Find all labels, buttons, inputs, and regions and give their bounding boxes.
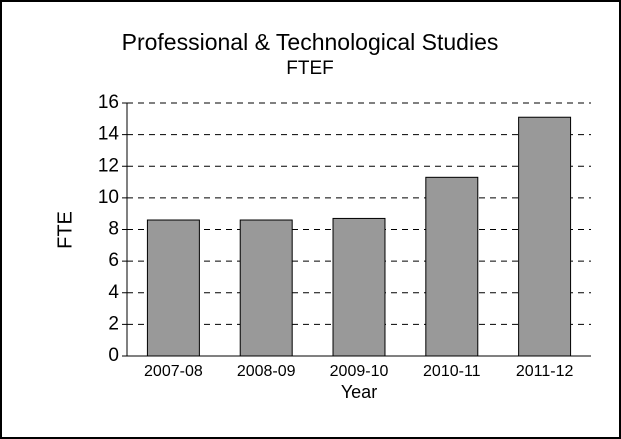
bar bbox=[146, 219, 200, 357]
y-axis-label: FTE bbox=[54, 211, 76, 249]
y-tick-label: 2 bbox=[108, 313, 119, 334]
y-tick-label: 16 bbox=[98, 92, 119, 113]
x-axis-label: Year bbox=[341, 382, 377, 402]
x-tick-label: 2011-12 bbox=[516, 363, 574, 380]
y-tick-label: 12 bbox=[98, 155, 119, 176]
y-tick-label: 6 bbox=[108, 250, 119, 271]
y-tick-label: 14 bbox=[98, 124, 120, 145]
x-tick-label: 2008-09 bbox=[237, 363, 296, 380]
y-tick-label: 0 bbox=[108, 345, 119, 366]
chart-subtitle: FTEF bbox=[286, 58, 334, 79]
x-tick-label: 2010-11 bbox=[423, 363, 481, 380]
bar bbox=[239, 219, 293, 357]
bar bbox=[518, 116, 572, 357]
bar bbox=[332, 217, 386, 357]
x-tick-label: 2009-10 bbox=[330, 363, 389, 380]
y-tick-label: 8 bbox=[108, 219, 119, 240]
y-tick-label: 10 bbox=[98, 187, 119, 208]
bar bbox=[425, 176, 479, 357]
chart-title: Professional & Technological Studies bbox=[122, 29, 499, 55]
y-tick-label: 4 bbox=[108, 282, 119, 303]
x-tick-label: 2007-08 bbox=[144, 363, 203, 380]
